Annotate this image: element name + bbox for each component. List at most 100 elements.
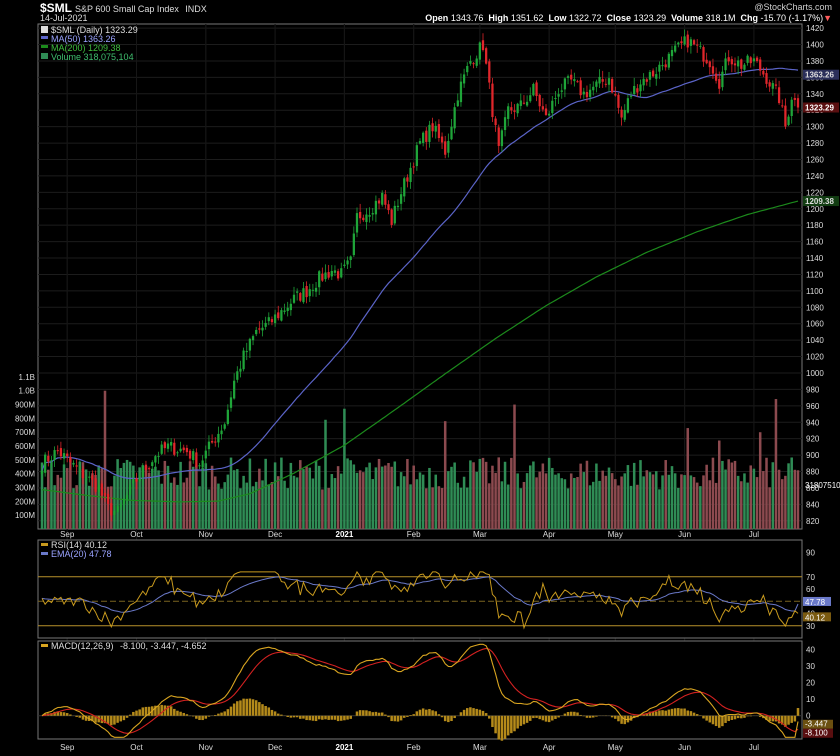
candle-body	[163, 442, 166, 449]
macd-hist-bar	[169, 706, 173, 716]
rsi-ema-path	[41, 576, 799, 613]
macd-last-bg	[803, 719, 833, 729]
candle-body	[746, 55, 749, 63]
candle-body	[44, 454, 47, 473]
macd-hist-bar	[321, 715, 324, 720]
stockcharts-watermark: @StockCharts.com	[754, 2, 832, 12]
volume-bar	[651, 474, 655, 529]
macd-tick-label: 30	[806, 662, 815, 671]
month-label: Feb	[407, 530, 421, 539]
volume-bar	[352, 464, 356, 529]
volume-bar	[749, 465, 753, 529]
candle-body	[447, 141, 450, 153]
candle-body	[648, 72, 652, 80]
macd-hist-bar	[141, 707, 145, 716]
macd-hist-bar	[81, 715, 85, 720]
volume-bar	[50, 461, 53, 529]
candle-body	[664, 64, 667, 68]
candle-body	[229, 397, 233, 408]
macd-hist-bar	[336, 715, 340, 722]
candle-body	[557, 94, 560, 97]
macd-hist-bar	[380, 712, 384, 716]
volume-bar	[658, 489, 661, 529]
candle-body	[737, 60, 740, 67]
volume-bar	[56, 474, 60, 529]
candle-body	[444, 141, 447, 155]
volume-bar	[506, 484, 510, 529]
candle-body	[708, 61, 711, 68]
volume-tick-label: 1.0B	[19, 387, 35, 396]
candle-body	[655, 74, 658, 79]
volume-bar	[258, 468, 261, 529]
candle-body	[425, 130, 428, 142]
candle-body	[138, 478, 141, 481]
volume-bar	[677, 487, 680, 529]
candle-body	[321, 273, 324, 281]
macd-hist-bar	[69, 714, 72, 716]
macd-hist-bar	[94, 715, 97, 723]
macd-hist-bar	[447, 715, 450, 723]
candle-body	[84, 478, 88, 480]
month-label: Sep	[60, 530, 75, 539]
candle-body	[633, 85, 636, 95]
macd-tick-label: 20	[806, 679, 815, 688]
candle-body	[393, 205, 396, 224]
macd-hist-bar	[714, 715, 718, 727]
candle-body	[125, 495, 129, 500]
macd-hist-bar	[198, 715, 201, 720]
macd-hist-bar	[330, 715, 334, 720]
macd-hist-bar	[53, 711, 56, 716]
candle-body	[170, 441, 173, 446]
price-tick-label: 1240	[806, 172, 824, 181]
macd-hist-bar	[689, 711, 693, 716]
volume-bar	[179, 461, 182, 529]
ma50-last-label-bg	[803, 69, 839, 80]
macd-hist-bar	[494, 715, 497, 734]
macd-hist-bar	[658, 710, 661, 716]
candle-body	[384, 194, 387, 205]
candle-body	[689, 39, 693, 46]
macd-hist-bar	[402, 715, 406, 718]
volume-bar	[645, 470, 649, 529]
volume-bar	[513, 404, 516, 529]
volume-axis: 100M 200M 300M 400M 500M 600M 700M 800M 900M 1.0B…	[15, 373, 840, 520]
macd-hist-bar	[289, 715, 293, 718]
rsi-grid	[38, 576, 802, 627]
macd-hist-bar	[506, 715, 510, 736]
candle-body	[220, 430, 223, 435]
macd-hist-bar	[62, 712, 66, 716]
macd-hist-bar	[223, 711, 226, 716]
volume-bar	[752, 468, 756, 529]
macd-hist-bar	[406, 715, 409, 717]
macd-path	[41, 643, 799, 738]
volume-bar	[324, 419, 327, 529]
volume-bar	[94, 475, 97, 529]
candle-body	[702, 47, 705, 62]
ma50-last-label: 1363.26	[805, 71, 834, 80]
macd-hist-bar	[207, 715, 211, 717]
volume-bar	[173, 477, 176, 529]
volume-bar	[573, 477, 576, 529]
candle-body	[201, 460, 204, 468]
candle-body	[264, 322, 267, 327]
month-label: Dec	[268, 743, 282, 752]
volume-bar	[349, 460, 352, 529]
macd-hist-bar	[780, 715, 784, 725]
volume-bar	[280, 457, 283, 529]
candle-body	[485, 48, 488, 64]
macd-hist-bar	[125, 715, 129, 718]
volume-bar	[708, 480, 712, 529]
volume-bar	[727, 459, 730, 529]
volume-bar	[481, 457, 485, 529]
candle-body	[724, 58, 727, 71]
candle-body	[781, 105, 784, 107]
volume-bar	[132, 465, 135, 529]
macd-hist-bar	[727, 715, 730, 722]
volume-bar	[384, 465, 387, 529]
macd-hist-bar	[286, 715, 289, 717]
macd-hist-bar	[339, 715, 343, 721]
volume-tick-label: 300M	[15, 484, 35, 493]
candle-body	[645, 79, 648, 82]
candle-body	[793, 97, 796, 100]
